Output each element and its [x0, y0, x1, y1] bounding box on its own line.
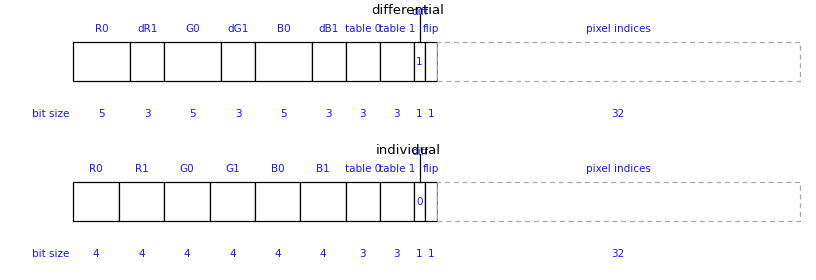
Text: 4: 4	[229, 249, 236, 259]
Text: 3: 3	[235, 109, 242, 119]
Text: 32: 32	[611, 249, 625, 259]
Text: 3: 3	[393, 249, 400, 259]
Text: B1: B1	[317, 164, 330, 174]
Text: B0: B0	[271, 164, 285, 174]
Text: R1: R1	[135, 164, 149, 174]
Bar	[414, 182, 425, 221]
Bar	[119, 182, 164, 221]
Text: 4: 4	[320, 249, 326, 259]
Bar	[255, 182, 300, 221]
Text: G1: G1	[225, 164, 240, 174]
Bar	[425, 182, 437, 221]
Text: individual: individual	[375, 144, 441, 157]
Text: G0: G0	[185, 24, 200, 34]
Bar	[255, 42, 312, 81]
Bar	[379, 182, 414, 221]
Text: dB1: dB1	[318, 24, 339, 34]
Bar	[312, 42, 346, 81]
Text: 1: 1	[428, 109, 434, 119]
Text: pixel indices: pixel indices	[586, 24, 650, 34]
Text: 4: 4	[93, 249, 100, 259]
Text: bit size: bit size	[32, 109, 69, 119]
Text: pixel indices: pixel indices	[586, 164, 650, 174]
Text: 1: 1	[416, 249, 423, 259]
Text: table 0: table 0	[344, 164, 381, 174]
Text: G0: G0	[180, 164, 194, 174]
Text: flip: flip	[423, 24, 439, 34]
Text: 3: 3	[393, 109, 400, 119]
Text: differential: differential	[371, 4, 445, 17]
Bar	[221, 42, 255, 81]
Text: 1: 1	[416, 57, 423, 67]
Text: dG1: dG1	[228, 24, 249, 34]
Text: diff: diff	[411, 147, 428, 157]
Text: table 1: table 1	[379, 24, 415, 34]
Text: 0: 0	[416, 197, 423, 207]
Text: R0: R0	[89, 164, 103, 174]
Text: table 1: table 1	[379, 164, 415, 174]
Text: 3: 3	[360, 249, 366, 259]
Text: R0: R0	[95, 24, 109, 34]
Bar	[414, 42, 425, 81]
Text: 5: 5	[189, 109, 196, 119]
Bar	[425, 42, 437, 81]
Text: 3: 3	[144, 109, 150, 119]
Text: B0: B0	[277, 24, 290, 34]
Bar	[437, 42, 800, 81]
Text: 5: 5	[99, 109, 105, 119]
Text: dR1: dR1	[137, 24, 157, 34]
Bar	[73, 42, 131, 81]
Bar	[131, 42, 164, 81]
Bar	[346, 182, 379, 221]
Text: flip: flip	[423, 164, 439, 174]
Text: 1: 1	[428, 249, 434, 259]
Text: 4: 4	[184, 249, 190, 259]
Bar	[210, 182, 255, 221]
Text: 3: 3	[360, 109, 366, 119]
Text: bit size: bit size	[32, 249, 69, 259]
Bar	[164, 182, 210, 221]
Bar	[300, 182, 346, 221]
Text: table 0: table 0	[344, 24, 381, 34]
Bar	[346, 42, 379, 81]
Text: 3: 3	[326, 109, 332, 119]
Bar	[73, 182, 119, 221]
Bar	[164, 42, 221, 81]
Text: diff: diff	[411, 7, 428, 17]
Text: 1: 1	[416, 109, 423, 119]
Text: 4: 4	[274, 249, 281, 259]
Bar	[379, 42, 414, 81]
Text: 5: 5	[280, 109, 286, 119]
Bar	[437, 182, 800, 221]
Text: 4: 4	[138, 249, 144, 259]
Text: 32: 32	[611, 109, 625, 119]
